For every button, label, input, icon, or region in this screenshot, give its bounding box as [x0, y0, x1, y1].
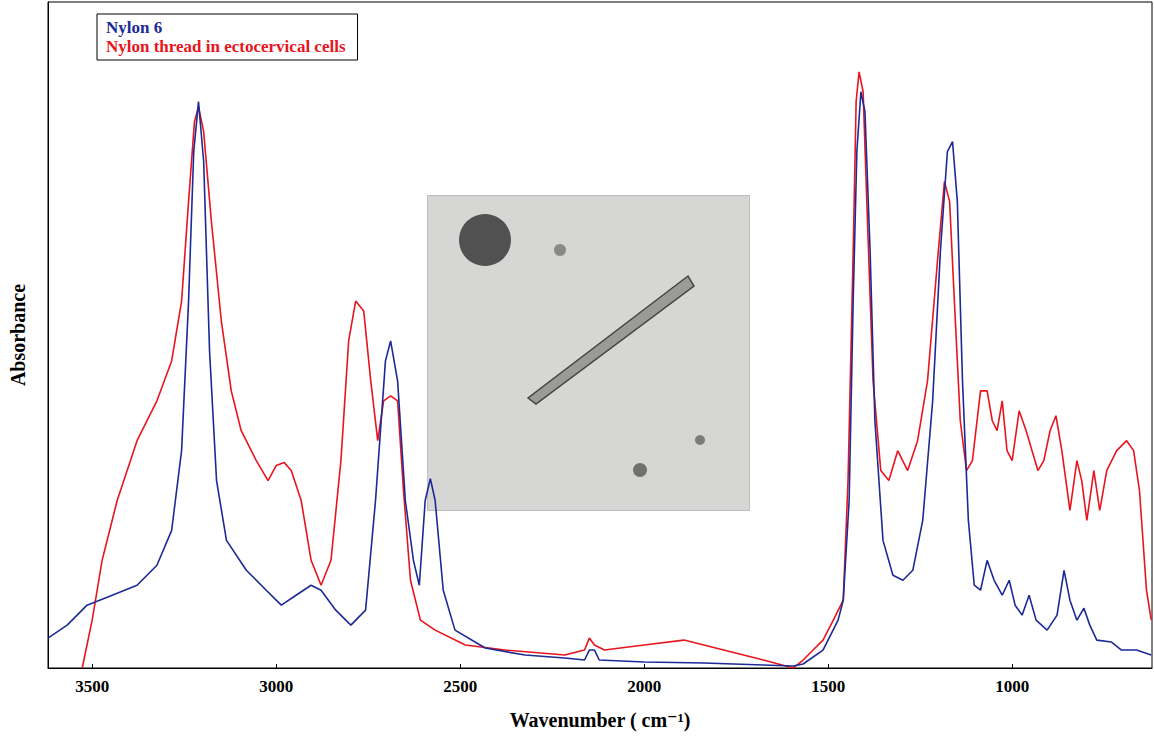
- svg-text:Absorbance: Absorbance: [7, 284, 29, 386]
- svg-text:2500: 2500: [443, 677, 477, 696]
- svg-text:3500: 3500: [75, 677, 109, 696]
- svg-text:Nylon thread in ectocervical c: Nylon thread in ectocervical cells: [106, 37, 346, 56]
- svg-text:3000: 3000: [259, 677, 293, 696]
- svg-text:Wavenumber ( cm⁻¹): Wavenumber ( cm⁻¹): [510, 709, 691, 732]
- svg-text:2000: 2000: [627, 677, 661, 696]
- svg-text:Nylon 6: Nylon 6: [106, 18, 162, 37]
- svg-text:1500: 1500: [811, 677, 845, 696]
- svg-text:1000: 1000: [995, 677, 1029, 696]
